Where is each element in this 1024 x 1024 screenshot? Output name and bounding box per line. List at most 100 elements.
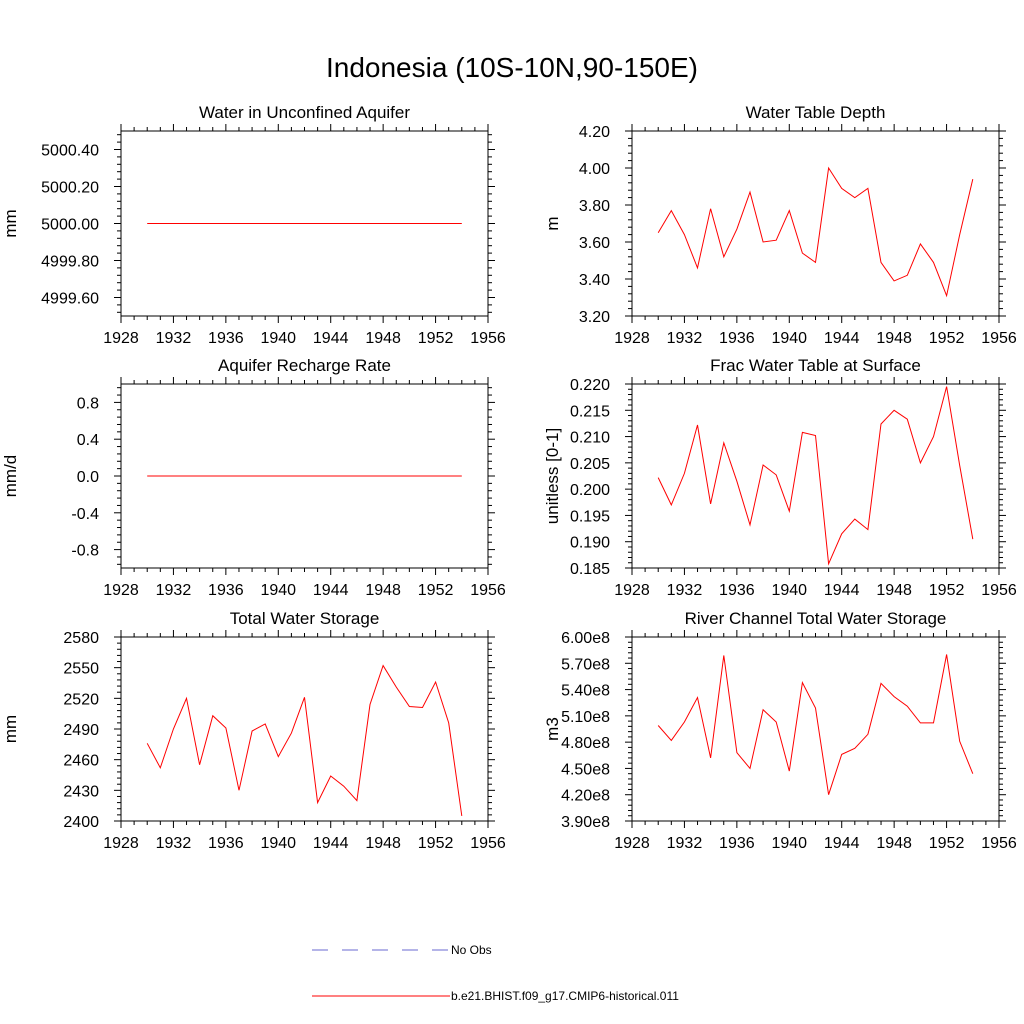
x-tick-label: 1936 xyxy=(208,582,244,599)
x-tick-label: 1936 xyxy=(208,835,244,852)
x-tick-label: 1932 xyxy=(156,330,192,347)
chart-panel-1: Water Table Depth 1928 1932 1936 1940 1944 194… xyxy=(543,103,1017,347)
y-tick-label: 0.8 xyxy=(77,395,99,412)
y-tick-label: 5000.40 xyxy=(41,143,99,160)
chart-title: Total Water Storage xyxy=(230,609,380,628)
x-tick-label: 1944 xyxy=(824,582,860,599)
x-tick-label: 1948 xyxy=(365,582,401,599)
y-tick-label: 2520 xyxy=(63,691,99,708)
x-tick-label: 1936 xyxy=(208,330,244,347)
y-axis-label: mm xyxy=(1,715,20,743)
x-tick-label: 1948 xyxy=(365,835,401,852)
chart-title: Frac Water Table at Surface xyxy=(710,356,921,375)
x-tick-label: 1932 xyxy=(667,835,703,852)
y-tick-label: 2580 xyxy=(63,630,99,647)
y-tick-label: 0.205 xyxy=(570,456,610,473)
x-tick-label: 1936 xyxy=(719,835,755,852)
y-axis-label: mm/d xyxy=(1,455,20,498)
plot-frame xyxy=(631,636,1000,822)
x-tick-label: 1928 xyxy=(103,835,139,852)
y-axis-label: mm xyxy=(1,209,20,237)
y-tick-label: 0.215 xyxy=(570,403,610,420)
y-tick-label: 0.4 xyxy=(77,432,99,449)
y-tick-label: 0.0 xyxy=(77,469,99,486)
x-tick-label: 1936 xyxy=(719,330,755,347)
x-tick-label: 1932 xyxy=(156,582,192,599)
x-tick-label: 1952 xyxy=(418,835,454,852)
x-tick-label: 1956 xyxy=(981,835,1017,852)
x-tick-label: 1928 xyxy=(103,582,139,599)
x-tick-label: 1944 xyxy=(313,330,349,347)
x-tick-label: 1940 xyxy=(260,582,296,599)
y-axis-label: m3 xyxy=(543,717,562,741)
y-axis-label: unitless [0-1] xyxy=(543,428,562,524)
x-tick-label: 1940 xyxy=(260,330,296,347)
chart-title: River Channel Total Water Storage xyxy=(685,609,947,628)
x-tick-label: 1932 xyxy=(667,582,703,599)
x-tick-label: 1956 xyxy=(981,582,1017,599)
y-tick-label: 0.195 xyxy=(570,508,610,525)
y-axis-label: m xyxy=(543,216,562,230)
series-line-0 xyxy=(657,166,974,298)
y-tick-label: 3.60 xyxy=(579,235,610,252)
y-tick-label: 5000.00 xyxy=(41,217,99,234)
chart-panel-5: River Channel Total Water Storage 1928 193… xyxy=(543,609,1017,852)
x-tick-label: 1948 xyxy=(876,835,912,852)
x-tick-label: 1936 xyxy=(719,582,755,599)
y-tick-label: 5.40e8 xyxy=(561,683,610,700)
series-line-0 xyxy=(657,654,974,795)
y-tick-label: 4999.80 xyxy=(41,254,99,271)
y-tick-label: 2490 xyxy=(63,722,99,739)
y-tick-label: 3.90e8 xyxy=(561,814,610,831)
x-tick-label: 1940 xyxy=(771,582,807,599)
y-tick-label: 5.70e8 xyxy=(561,656,610,673)
chart-panel-0: Water in Unconfined Aquifer 1928 1932 1936 1… xyxy=(1,103,506,347)
y-tick-label: 4.20 xyxy=(579,124,610,141)
x-tick-label: 1952 xyxy=(929,835,965,852)
y-tick-label: 2400 xyxy=(63,814,99,831)
chart-panel-2: Aquifer Recharge Rate 1928 1932 1936 1940 194… xyxy=(1,356,506,599)
x-tick-label: 1952 xyxy=(929,582,965,599)
y-tick-label: -0.8 xyxy=(71,543,99,560)
x-tick-label: 1948 xyxy=(876,582,912,599)
y-tick-label: 4999.60 xyxy=(41,291,99,308)
y-tick-label: 6.00e8 xyxy=(561,630,610,647)
y-tick-label: 2550 xyxy=(63,661,99,678)
plot-frame xyxy=(631,383,1000,569)
series-line-0 xyxy=(146,664,463,816)
chart-title: Water Table Depth xyxy=(746,103,886,122)
y-tick-label: 4.50e8 xyxy=(561,761,610,778)
x-tick-label: 1940 xyxy=(260,835,296,852)
y-tick-label: 0.210 xyxy=(570,430,610,447)
x-tick-label: 1940 xyxy=(771,835,807,852)
y-tick-label: 0.185 xyxy=(570,561,610,578)
x-tick-label: 1944 xyxy=(313,835,349,852)
x-tick-label: 1928 xyxy=(103,330,139,347)
y-tick-label: 2430 xyxy=(63,783,99,800)
x-tick-label: 1952 xyxy=(929,330,965,347)
x-tick-label: 1932 xyxy=(156,835,192,852)
y-tick-label: -0.4 xyxy=(71,506,99,523)
x-tick-label: 1956 xyxy=(981,330,1017,347)
y-tick-label: 4.80e8 xyxy=(561,735,610,752)
chart-title: Water in Unconfined Aquifer xyxy=(199,103,410,122)
y-tick-label: 0.190 xyxy=(570,535,610,552)
x-tick-label: 1948 xyxy=(365,330,401,347)
x-tick-label: 1948 xyxy=(876,330,912,347)
series-line-0 xyxy=(657,386,974,566)
x-tick-label: 1944 xyxy=(313,582,349,599)
x-tick-label: 1940 xyxy=(771,330,807,347)
x-tick-label: 1928 xyxy=(614,330,650,347)
chart-panel-4: Total Water Storage 1928 1932 1936 1940 1944 1… xyxy=(1,609,506,852)
y-tick-label: 0.200 xyxy=(570,482,610,499)
plot-frame xyxy=(120,636,489,822)
y-tick-label: 3.40 xyxy=(579,272,610,289)
x-tick-label: 1932 xyxy=(667,330,703,347)
x-tick-label: 1956 xyxy=(470,835,506,852)
x-tick-label: 1928 xyxy=(614,582,650,599)
page-title: Indonesia (10S-10N,90-150E) xyxy=(325,52,698,83)
y-tick-label: 0.220 xyxy=(570,377,610,394)
x-tick-label: 1928 xyxy=(614,835,650,852)
x-tick-label: 1952 xyxy=(418,330,454,347)
x-tick-label: 1956 xyxy=(470,582,506,599)
